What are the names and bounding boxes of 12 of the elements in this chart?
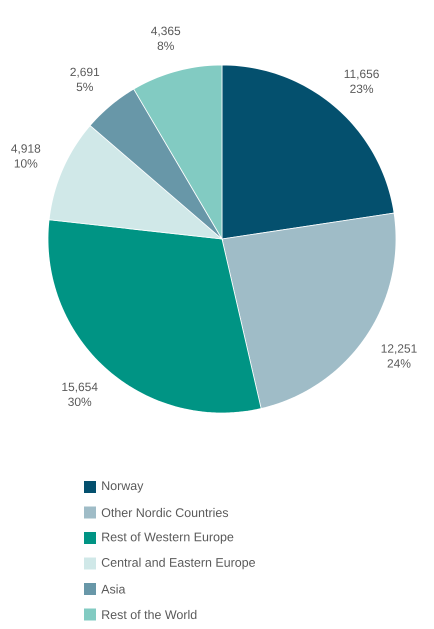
data-label: 11,656 23%: [344, 70, 379, 94]
data-label: 2,691 5%: [70, 68, 100, 92]
legend-label: Other Nordic Countries: [102, 508, 228, 518]
data-label: 12,251 24%: [382, 344, 417, 368]
legend-label: Rest of the World: [102, 610, 196, 620]
data-label: 15,654 30%: [62, 382, 98, 406]
legend-label: Rest of Western Europe: [102, 532, 234, 544]
legend-label: Central and Eastern Europe: [102, 558, 255, 570]
data-label: 4,918 10%: [11, 144, 40, 168]
legend-label: Norway: [102, 481, 144, 493]
legend-label: Asia: [101, 584, 126, 594]
data-label: 4,365 8%: [151, 26, 180, 50]
